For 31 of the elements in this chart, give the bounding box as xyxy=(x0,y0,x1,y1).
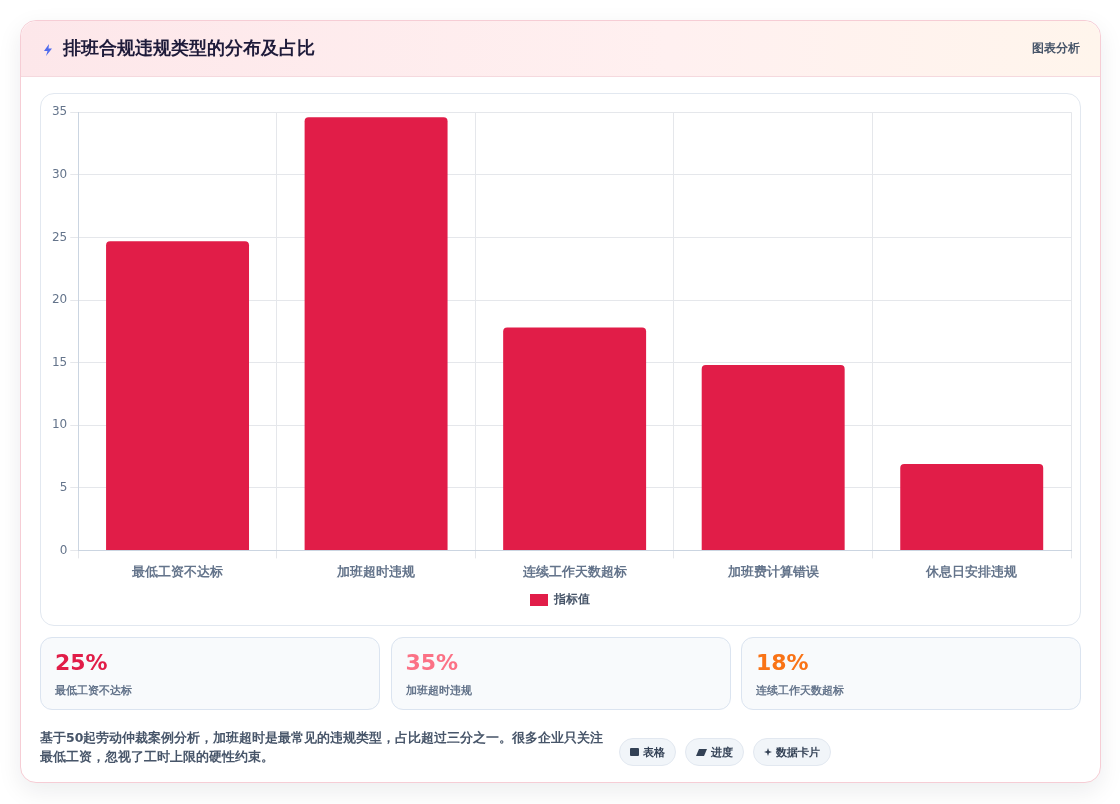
bar xyxy=(106,241,250,550)
bar xyxy=(503,327,647,550)
tag: 表格 xyxy=(619,738,676,766)
x-tick-label: 加班费计算错误 xyxy=(726,563,820,579)
y-tick-label: 10 xyxy=(51,417,68,432)
bar xyxy=(701,365,845,550)
text: 基于50起劳动仲裁案例分析，加班超时是最常见的违规类型，占比超过三分之一。很多企业只关注最低工资，忽视了工时上限的硬性约束。 xyxy=(40,729,605,766)
y-tick-label: 30 xyxy=(51,166,68,181)
y-tick-label: 35 xyxy=(51,104,68,119)
y-tick-label: 15 xyxy=(51,354,68,369)
bar xyxy=(900,464,1044,550)
legend-label: 指标值 xyxy=(553,592,590,607)
text: 18% xyxy=(756,650,809,675)
x-tick-label: 最低工资不达标 xyxy=(131,563,224,579)
y-tick-label: 20 xyxy=(51,292,68,307)
x-tick-label: 连续工作天数超标 xyxy=(521,563,627,579)
y-tick-label: 0 xyxy=(59,542,68,557)
text: 图表分析 xyxy=(1032,40,1080,57)
y-tick-label: 5 xyxy=(59,479,68,494)
x-tick-label: 休息日安排违规 xyxy=(925,563,1019,579)
tag: 进度 xyxy=(685,738,744,766)
x-tick-label: 加班超时违规 xyxy=(336,563,417,579)
chart-title: 排班合规违规类型的分布及占比 xyxy=(63,36,315,60)
text: 35% xyxy=(405,650,459,675)
y-tick-label: 25 xyxy=(51,229,68,244)
category-label: 加班超时违规 xyxy=(405,683,472,698)
category-label: 连续工作天数超标 xyxy=(756,683,844,698)
category-label: 最低工资不达标 xyxy=(55,683,132,698)
text: 25% xyxy=(55,650,108,675)
bar xyxy=(304,117,448,550)
tag: 数据卡片 xyxy=(753,738,831,766)
